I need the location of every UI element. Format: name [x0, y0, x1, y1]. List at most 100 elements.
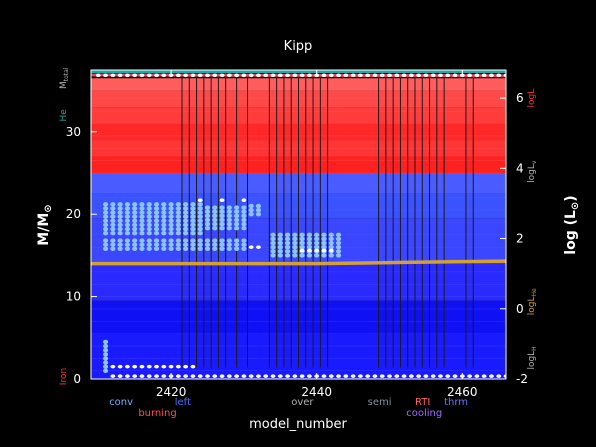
conv-dot	[102, 202, 109, 207]
conv-dot	[277, 253, 283, 258]
legend-over: over	[291, 397, 314, 408]
conv-dot	[270, 240, 276, 246]
conv-dot	[226, 238, 232, 243]
conv-dot	[241, 209, 247, 214]
white-dot	[117, 73, 123, 78]
conv-dot	[277, 232, 283, 237]
legend-cooling: cooling	[406, 408, 442, 419]
conv-dot	[248, 207, 254, 213]
white-dot	[321, 73, 327, 78]
conv-dot	[146, 238, 152, 243]
conv-dot	[110, 238, 116, 243]
conv-dot	[226, 213, 232, 219]
conv-dot	[190, 214, 196, 219]
white-dot	[503, 374, 506, 378]
conv-dot	[183, 202, 189, 207]
conv-dot	[306, 236, 313, 242]
white-dot	[401, 374, 407, 378]
conv-dot	[146, 202, 152, 207]
white-dot	[387, 73, 392, 78]
conv-dot	[110, 226, 116, 232]
conv-dot	[183, 246, 189, 252]
conv-dot	[226, 209, 232, 214]
conv-dot	[153, 230, 160, 236]
conv-dot	[226, 221, 232, 227]
conv-dot	[212, 221, 218, 227]
white-dot	[190, 364, 196, 369]
white-dot	[154, 374, 159, 378]
conv-dot	[161, 206, 167, 211]
conv-dot	[132, 218, 138, 223]
conv-dot	[219, 209, 225, 214]
conv-dot	[153, 202, 160, 207]
white-dot	[394, 374, 400, 378]
conv-dot	[212, 213, 218, 219]
right-side-label: logLH	[527, 346, 538, 369]
x-tick-label: 2440	[301, 385, 332, 399]
conv-dot	[197, 210, 203, 215]
conv-dot	[292, 249, 298, 254]
conv-dot	[255, 212, 262, 217]
white-dot	[154, 73, 159, 78]
conv-dot	[102, 356, 109, 361]
conv-dot	[117, 246, 123, 252]
axis-ticks	[91, 70, 506, 380]
conv-dot	[226, 217, 232, 223]
plot-frame	[90, 69, 507, 380]
conv-dot	[168, 230, 174, 236]
white-dot	[430, 374, 436, 378]
white-dot	[197, 198, 203, 202]
conv-dot	[161, 218, 167, 223]
conv-dot	[139, 222, 145, 228]
conv-dot	[146, 214, 152, 219]
conv-dot	[110, 222, 116, 228]
conv-dot	[248, 212, 254, 217]
conv-dot	[321, 232, 327, 237]
white-dot	[314, 248, 320, 253]
left-side-label: Iron	[59, 368, 69, 385]
conv-dot	[183, 222, 189, 228]
conv-dot	[124, 230, 131, 236]
conv-dot	[102, 230, 109, 236]
surface-line	[91, 73, 506, 78]
conv-dot	[335, 236, 342, 242]
conv-dot	[284, 240, 291, 246]
conv-dot	[175, 226, 181, 232]
conv-dot	[219, 205, 225, 210]
conv-dot	[102, 210, 109, 215]
y-left-tick-label: 10	[66, 290, 81, 304]
conv-dot	[117, 242, 123, 247]
conv-dot	[197, 218, 203, 223]
conv-dot	[270, 232, 276, 237]
white-dot	[190, 374, 196, 378]
y-right-tick-label: -2	[516, 372, 528, 386]
conv-dot	[146, 206, 152, 211]
plot-area	[91, 70, 506, 379]
white-dot	[423, 73, 429, 78]
white-dot	[146, 364, 152, 369]
conv-dot	[117, 238, 123, 243]
white-dot	[125, 73, 130, 78]
conv-dot	[219, 213, 225, 219]
conv-dot	[132, 202, 138, 207]
conv-dot	[175, 230, 181, 236]
white-dot	[125, 364, 130, 369]
white-dot	[241, 374, 247, 378]
conv-dot	[124, 242, 131, 247]
white-dot	[401, 73, 407, 78]
conv-dot	[102, 246, 109, 252]
white-dot	[132, 374, 138, 378]
conv-dot	[175, 214, 181, 219]
conv-dot	[124, 222, 131, 228]
conv-dot	[219, 226, 225, 231]
conv-dot	[102, 352, 109, 357]
conv-dot	[197, 230, 203, 236]
conv-dot	[153, 214, 160, 219]
conv-dot	[175, 246, 181, 252]
conv-dot	[335, 253, 342, 258]
conv-dot	[102, 238, 109, 243]
conv-dot	[153, 210, 160, 215]
conv-dot	[335, 232, 342, 237]
white-dot	[234, 73, 240, 78]
conv-dot	[146, 218, 152, 223]
